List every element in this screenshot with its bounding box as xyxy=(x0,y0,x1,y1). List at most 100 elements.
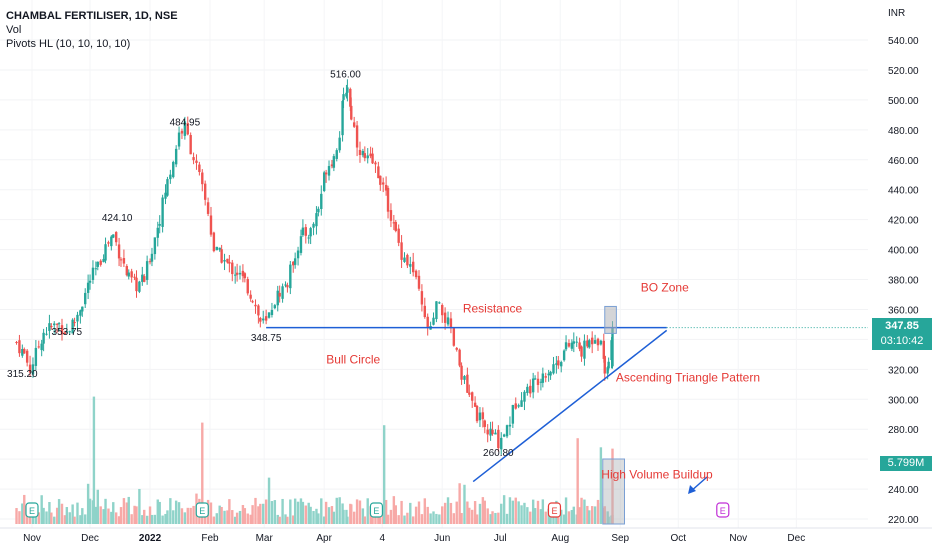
candle xyxy=(296,250,300,259)
volume-bar xyxy=(458,483,461,524)
earnings-event-icon[interactable]: E xyxy=(369,502,384,518)
volume-bar xyxy=(588,510,591,524)
volume-bar xyxy=(338,497,341,524)
volume-bar xyxy=(186,507,189,524)
event-badge xyxy=(195,502,209,518)
ascending-trendline xyxy=(472,329,668,483)
y-tick-label: 220.00 xyxy=(888,515,919,526)
candle xyxy=(529,385,532,394)
candle xyxy=(276,290,279,306)
candle xyxy=(246,279,249,294)
candle xyxy=(238,272,242,275)
event-label: E xyxy=(199,506,205,516)
volume-bar xyxy=(435,513,438,524)
volume-bar xyxy=(23,494,26,524)
symbol-title[interactable]: CHAMBAL FERTILISER, 1D, NSE xyxy=(6,10,178,22)
candle xyxy=(293,258,297,265)
earnings-event-icon[interactable]: E xyxy=(195,502,209,518)
volume-bar xyxy=(68,512,71,524)
candle xyxy=(102,258,105,263)
candle xyxy=(299,236,303,253)
volume-highlight-box xyxy=(602,458,626,525)
volume-bar xyxy=(34,512,38,524)
candle xyxy=(251,301,254,303)
volume-bar xyxy=(192,505,195,524)
candle xyxy=(223,260,226,262)
candle xyxy=(138,281,141,292)
candle xyxy=(28,364,32,373)
candle xyxy=(557,360,560,366)
candle xyxy=(169,174,172,180)
candle xyxy=(473,402,477,407)
volume-bar xyxy=(335,497,338,524)
volume-bar xyxy=(386,514,390,524)
candle xyxy=(183,121,187,136)
candle xyxy=(607,361,610,369)
volume-bar xyxy=(254,497,257,524)
candle xyxy=(254,304,257,307)
candle xyxy=(55,323,59,325)
candle xyxy=(547,373,550,376)
candle xyxy=(341,100,344,136)
candle xyxy=(34,347,38,366)
candle xyxy=(57,323,61,325)
candle xyxy=(389,210,393,221)
candle xyxy=(460,365,463,380)
candle xyxy=(99,260,102,265)
volume-bar-spike xyxy=(92,396,96,524)
candle xyxy=(312,223,315,228)
candle xyxy=(583,340,586,359)
candle xyxy=(455,347,458,350)
last-price-value: 347.85 xyxy=(885,320,919,332)
volume-bar xyxy=(593,506,597,524)
candle xyxy=(384,184,388,191)
volume-bars xyxy=(15,396,614,524)
volume-bar xyxy=(417,501,421,524)
x-tick-label: Dec xyxy=(81,533,99,544)
candle xyxy=(441,304,444,316)
candle xyxy=(363,153,367,159)
candle xyxy=(180,130,184,134)
volume-bar xyxy=(45,511,48,524)
volume-bar xyxy=(296,501,300,524)
candle xyxy=(304,227,308,236)
volume-bar xyxy=(511,500,515,524)
volume-bar xyxy=(497,512,500,524)
candle xyxy=(270,309,274,315)
candle xyxy=(107,242,110,244)
candle xyxy=(578,342,581,349)
candle xyxy=(377,166,380,179)
volume-bar xyxy=(262,503,265,524)
pivots-indicator-label[interactable]: Pivots HL (10, 10, 10, 10) xyxy=(6,38,131,50)
volume-bar xyxy=(209,502,213,524)
volume-bar xyxy=(320,498,323,524)
candle xyxy=(417,275,421,289)
candle xyxy=(483,420,486,427)
candle xyxy=(267,312,271,318)
volume-bar xyxy=(324,501,328,524)
volume-bar xyxy=(583,499,586,524)
earnings-event-icon[interactable]: E xyxy=(716,502,730,518)
candle xyxy=(76,314,79,322)
vol-indicator-label[interactable]: Vol xyxy=(6,24,22,36)
x-tick-label: Apr xyxy=(316,533,332,544)
volume-bar xyxy=(81,508,84,524)
earnings-event-icon[interactable]: E xyxy=(25,502,39,518)
volume-bar xyxy=(301,501,305,524)
volume-bar xyxy=(389,509,393,524)
volume-bar xyxy=(420,514,424,524)
bo-zone-box xyxy=(604,305,617,334)
volume-bar xyxy=(71,504,74,524)
y-tick-label: 500.00 xyxy=(888,96,919,107)
volume-bar xyxy=(330,506,334,524)
volume-bar xyxy=(508,497,512,524)
candle xyxy=(220,249,223,263)
candle xyxy=(544,376,547,378)
volume-bar xyxy=(409,502,412,524)
candle xyxy=(96,261,99,267)
y-tick-label: 280.00 xyxy=(888,425,919,436)
candle xyxy=(322,172,326,191)
volume-bar xyxy=(293,498,297,524)
earnings-event-icon[interactable]: E xyxy=(547,502,562,518)
